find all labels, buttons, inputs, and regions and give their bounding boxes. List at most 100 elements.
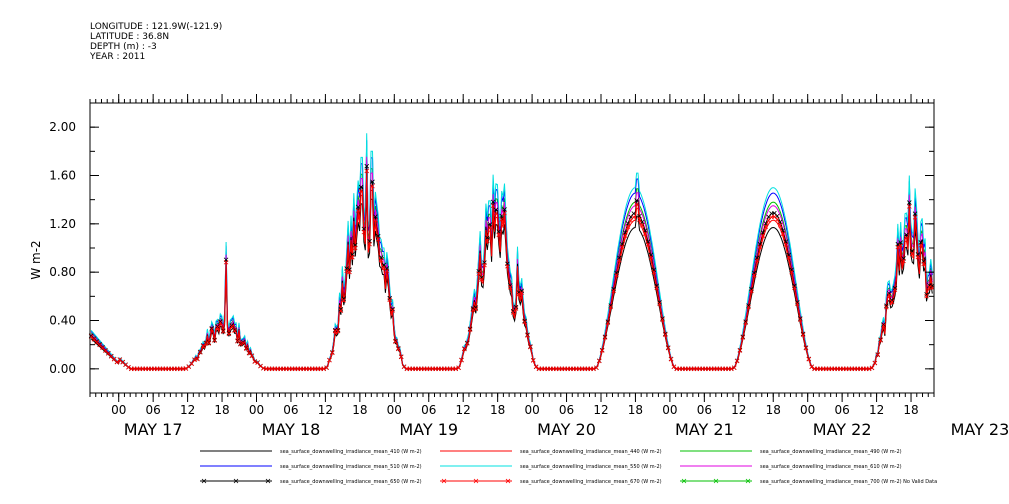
x-hour-tick-label: 18 [628, 403, 643, 417]
series-line [90, 170, 933, 370]
series-marker [774, 217, 780, 222]
series-line [90, 152, 933, 370]
series-marker [657, 299, 662, 305]
series-marker [330, 350, 335, 356]
legend-marker [233, 478, 239, 484]
legend-marker [441, 478, 447, 484]
series-marker [467, 326, 473, 332]
series-marker [378, 257, 384, 263]
x-day-label: MAY 18 [262, 420, 321, 439]
series-marker [602, 335, 608, 340]
legend-label: sea_surface_downwelling_irradiance_mean_… [520, 479, 662, 485]
series-marker [401, 364, 407, 370]
series-marker [396, 346, 401, 352]
series-marker [663, 332, 668, 337]
series-marker [792, 283, 797, 289]
x-hour-tick-label: 00 [249, 403, 264, 417]
series-marker [528, 344, 533, 350]
series-marker [648, 255, 654, 260]
series-markers [88, 163, 935, 372]
series-marker [473, 306, 479, 312]
series-marker [777, 222, 783, 228]
series-marker [464, 340, 470, 346]
series-marker [505, 263, 510, 269]
series-marker [398, 354, 404, 360]
series-marker [886, 290, 892, 296]
series-marker [792, 285, 797, 291]
y-axis-label: W m-2 [29, 240, 43, 279]
series-marker [757, 244, 763, 250]
series-marker [510, 310, 516, 315]
series-marker [487, 222, 493, 227]
x-day-label: MAY 22 [813, 420, 872, 439]
series-marker [220, 328, 226, 333]
series-marker [347, 269, 352, 275]
series-marker [373, 217, 378, 223]
x-day-label: MAY 23 [951, 420, 1009, 439]
x-day-label: MAY 20 [537, 420, 596, 439]
series-marker [800, 331, 806, 337]
series-marker [780, 231, 786, 236]
series-marker [746, 304, 751, 310]
series-marker [924, 293, 929, 299]
series-marker [226, 330, 232, 336]
series-marker [605, 320, 611, 326]
series-marker [209, 326, 215, 331]
series-marker [637, 213, 642, 219]
series-marker [740, 334, 746, 340]
series-marker [878, 337, 883, 342]
series-marker [490, 203, 496, 209]
series-line [90, 175, 933, 370]
series-marker [507, 283, 513, 288]
series-marker [375, 236, 381, 242]
y-tick-label: 0.80 [49, 265, 76, 279]
legend-label: sea_surface_downwelling_irradiance_mean_… [520, 449, 662, 455]
series-marker [238, 341, 243, 347]
series-marker [335, 328, 341, 334]
series-marker [390, 308, 395, 313]
series-marker [611, 288, 616, 294]
series-marker [522, 318, 527, 324]
series-marker [485, 238, 490, 244]
axes: 0.00 0.40 0.80 1.20 1.60 2.00 00 06 12 18 00 06 12 18… [49, 94, 1009, 439]
legend-marker [201, 478, 207, 484]
series-marker [645, 242, 651, 247]
series-marker [746, 303, 751, 308]
series-marker [525, 333, 530, 338]
series-marker [215, 325, 220, 330]
x-hour-tick-label: 18 [903, 403, 918, 417]
series-marker [596, 358, 602, 364]
x-hour-tick-label: 06 [834, 403, 849, 417]
legend-marker [505, 478, 511, 484]
legend: sea_surface_downwelling_irradiance_mean_… [200, 449, 937, 485]
series-marker [892, 285, 898, 291]
x-hour-tick-label: 06 [146, 403, 161, 417]
series-marker [665, 345, 671, 351]
y-tick-label: 0.00 [49, 362, 76, 376]
series-marker [490, 199, 496, 205]
series-marker [241, 340, 246, 345]
series-marker [921, 261, 926, 267]
series-line [90, 156, 933, 370]
series-marker [373, 214, 378, 219]
series-marker [530, 358, 536, 363]
series-marker [752, 272, 757, 278]
legend-marker [681, 478, 687, 484]
series-marker [324, 365, 329, 371]
series-marker [393, 339, 398, 344]
x-hour-tick-label: 12 [318, 403, 333, 417]
series-marker [884, 303, 889, 308]
series-marker [226, 331, 232, 337]
series-marker [218, 319, 223, 324]
series-marker [350, 254, 355, 260]
series-marker [889, 299, 895, 305]
series-marker [453, 366, 459, 372]
series-marker [364, 163, 370, 169]
y-tick-label: 2.00 [49, 120, 76, 134]
series-marker [654, 283, 659, 289]
longitude-label: LONGITUDE : 121.9W(-121.9) [90, 22, 223, 32]
series-marker [243, 346, 249, 351]
series-marker [625, 224, 631, 230]
legend-label: sea_surface_downwelling_irradiance_mean_… [760, 464, 902, 470]
